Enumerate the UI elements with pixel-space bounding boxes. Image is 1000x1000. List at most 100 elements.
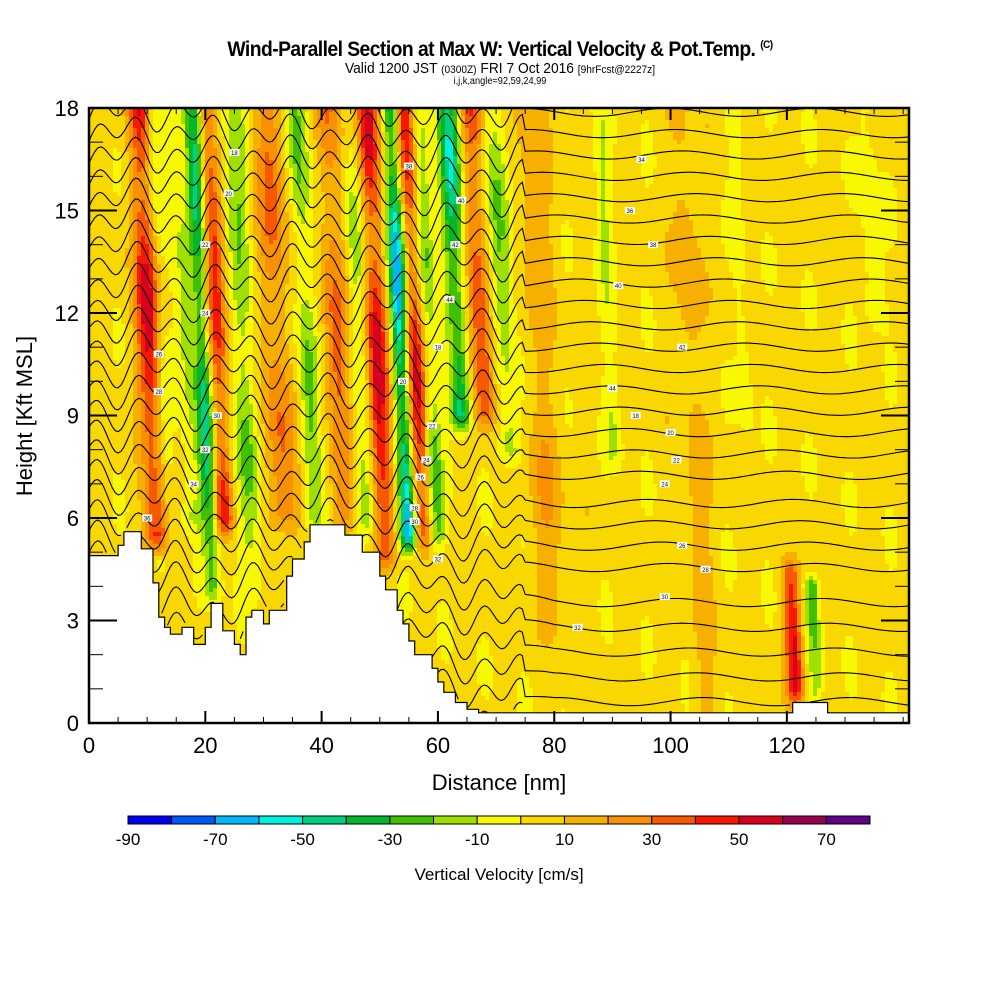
- field-cell: [741, 164, 746, 169]
- field-cell: [557, 180, 562, 185]
- field-cell: [505, 120, 510, 125]
- field-cell: [549, 164, 554, 169]
- field-cell: [649, 144, 654, 149]
- field-cell: [661, 116, 666, 121]
- field-cell: [245, 120, 250, 125]
- field-cell: [721, 184, 726, 189]
- field-cell: [153, 152, 158, 157]
- field-cell: [165, 144, 170, 149]
- field-cell: [241, 176, 246, 181]
- field-cell: [685, 112, 690, 117]
- field-cell: [473, 160, 478, 165]
- field-cell: [313, 188, 318, 193]
- field-cell: [905, 172, 909, 177]
- field-cell: [133, 128, 138, 133]
- field-cell: [765, 172, 770, 177]
- field-cell: [409, 152, 414, 157]
- field-cell: [381, 164, 386, 169]
- field-cell: [509, 188, 514, 193]
- field-cell: [173, 144, 178, 149]
- field-cell: [285, 108, 290, 113]
- field-cell: [389, 180, 394, 185]
- field-cell: [249, 164, 254, 169]
- field-cell: [613, 108, 618, 113]
- field-cell: [893, 120, 898, 125]
- field-cell: [793, 180, 798, 185]
- field-cell: [193, 120, 198, 125]
- field-cell: [657, 152, 662, 157]
- field-cell: [369, 176, 374, 181]
- field-cell: [861, 180, 866, 185]
- field-cell: [545, 140, 550, 145]
- field-cell: [837, 124, 842, 129]
- field-cell: [601, 108, 606, 113]
- field-cell: [317, 204, 322, 209]
- field-cell: [529, 180, 534, 185]
- field-cell: [845, 132, 850, 137]
- field-cell: [629, 184, 634, 189]
- field-cell: [809, 156, 814, 161]
- field-cell: [725, 152, 730, 157]
- field-cell: [297, 120, 302, 125]
- field-cell: [453, 196, 458, 201]
- field-cell: [385, 192, 390, 197]
- field-cell: [873, 172, 878, 177]
- field-cell: [797, 128, 802, 133]
- field-cell: [413, 200, 418, 205]
- field-cell: [365, 144, 370, 149]
- field-cell: [669, 132, 674, 137]
- field-cell: [269, 180, 274, 185]
- field-cell: [389, 168, 394, 173]
- field-cell: [345, 140, 350, 145]
- field-cell: [445, 124, 450, 129]
- field-cell: [413, 196, 418, 201]
- field-cell: [701, 172, 706, 177]
- field-cell: [289, 180, 294, 185]
- field-cell: [597, 184, 602, 189]
- field-cell: [121, 144, 126, 149]
- field-cell: [869, 168, 874, 173]
- field-cell: [573, 180, 578, 185]
- field-cell: [745, 128, 750, 133]
- field-cell: [593, 192, 598, 197]
- field-cell: [701, 196, 706, 201]
- field-cell: [157, 112, 162, 117]
- field-cell: [333, 128, 338, 133]
- field-cell: [881, 192, 886, 197]
- field-cell: [393, 176, 398, 181]
- field-cell: [93, 112, 98, 117]
- field-cell: [889, 140, 894, 145]
- field-cell: [693, 188, 698, 193]
- field-cell: [329, 152, 334, 157]
- field-cell: [469, 160, 474, 165]
- field-cell: [665, 168, 670, 173]
- field-cell: [297, 156, 302, 161]
- field-cell: [405, 148, 410, 153]
- field-cell: [157, 152, 162, 157]
- field-cell: [465, 132, 470, 137]
- field-cell: [897, 168, 902, 173]
- field-cell: [573, 132, 578, 137]
- field-cell: [685, 144, 690, 149]
- field-cell: [441, 108, 446, 113]
- field-cell: [309, 180, 314, 185]
- field-cell: [853, 148, 858, 153]
- field-cell: [809, 192, 814, 197]
- field-cell: [845, 172, 850, 177]
- field-cell: [597, 108, 602, 113]
- field-cell: [613, 136, 618, 141]
- field-cell: [405, 168, 410, 173]
- field-cell: [197, 128, 202, 133]
- field-cell: [477, 156, 482, 161]
- field-cell: [337, 116, 342, 121]
- field-cell: [385, 156, 390, 161]
- field-cell: [273, 192, 278, 197]
- field-cell: [257, 200, 262, 205]
- field-cell: [509, 160, 514, 165]
- field-cell: [217, 108, 222, 113]
- field-cell: [101, 196, 106, 201]
- field-cell: [269, 140, 274, 145]
- field-cell: [849, 164, 854, 169]
- field-cell: [509, 136, 514, 141]
- field-cell: [649, 180, 654, 185]
